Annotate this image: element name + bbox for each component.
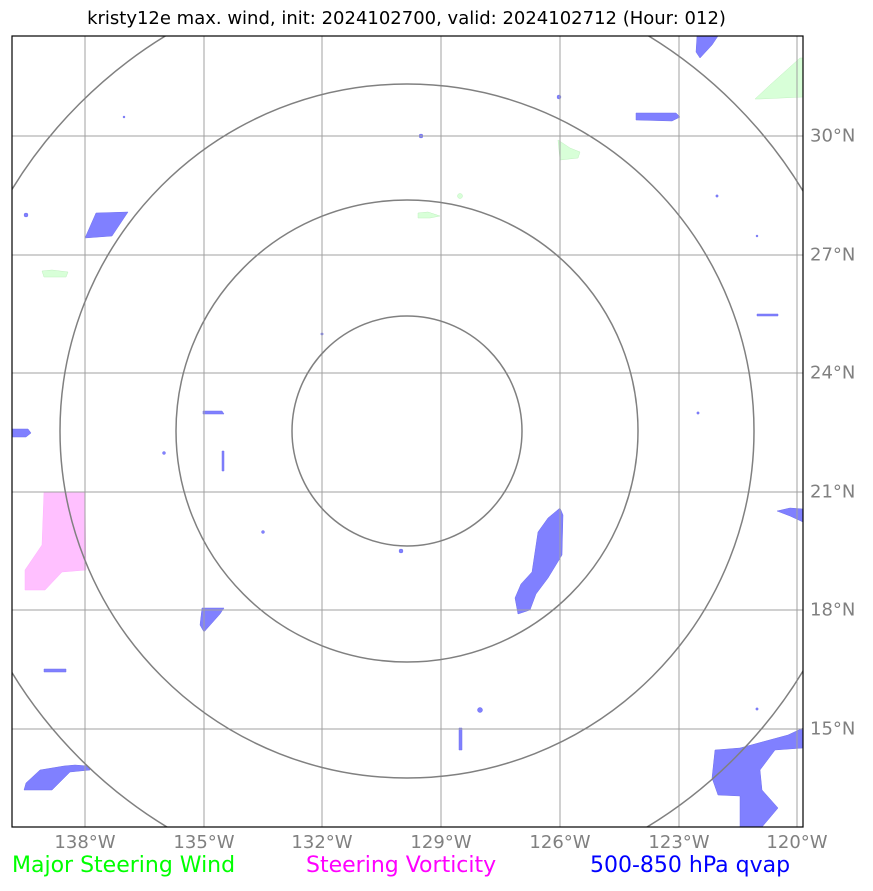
legend-qvap: 500-850 hPa qvap	[590, 853, 791, 878]
qvap-area	[711, 727, 803, 827]
qvap-area	[477, 707, 483, 713]
qvap-area	[715, 194, 719, 198]
lon-label-132w: 132°W	[291, 832, 353, 853]
qvap-area	[261, 530, 265, 534]
qvap-area	[122, 115, 126, 119]
qvap-area	[12, 428, 32, 438]
wind-area	[754, 57, 803, 100]
lat-label-24n: 24°N	[810, 362, 856, 384]
qvap-area	[84, 211, 129, 239]
qvap-area	[23, 764, 91, 791]
lon-label-135w: 135°W	[173, 832, 235, 853]
legend-steering-wind: Major Steering Wind	[12, 853, 236, 878]
qvap-area	[756, 313, 779, 317]
wind-area	[41, 269, 69, 278]
legend-steering-vorticity: Steering Vorticity	[306, 853, 497, 878]
wind-area	[457, 193, 463, 199]
qvap-area	[635, 112, 681, 122]
lat-label-30n: 30°N	[810, 125, 856, 147]
qvap-area	[199, 607, 225, 633]
qvap-area	[458, 727, 463, 751]
qvap-area	[202, 410, 225, 415]
lat-label-18n: 18°N	[810, 599, 856, 621]
qvap-area	[43, 668, 67, 673]
qvap-area	[755, 707, 759, 711]
map-title: kristy12e max. wind, init: 2024102700, v…	[87, 8, 726, 29]
qvap-area	[695, 36, 719, 59]
graticule	[12, 36, 803, 827]
qvap-area	[514, 507, 564, 615]
range-ring-2	[175, 199, 639, 663]
qvap-areas	[12, 36, 803, 827]
lon-label-126w: 126°W	[529, 832, 591, 853]
lon-label-138w: 138°W	[54, 832, 116, 853]
lon-label-123w: 123°W	[648, 832, 710, 853]
range-ring-1	[291, 315, 523, 547]
qvap-area	[696, 411, 700, 415]
steering-wind-areas	[41, 57, 803, 278]
qvap-area	[162, 451, 166, 455]
qvap-area	[221, 450, 225, 472]
lon-label-129w: 129°W	[410, 832, 472, 853]
qvap-area	[755, 234, 759, 238]
map-background	[12, 36, 803, 827]
lon-label-120w: 120°W	[766, 832, 828, 853]
map-frame	[11, 35, 804, 828]
qvap-area	[23, 212, 29, 218]
lat-label-27n: 27°N	[810, 244, 856, 266]
lat-label-21n: 21°N	[810, 481, 856, 503]
wind-area	[417, 211, 441, 219]
qvap-area	[398, 548, 404, 554]
lat-label-15n: 15°N	[810, 718, 856, 740]
range-ring-3	[59, 83, 755, 779]
